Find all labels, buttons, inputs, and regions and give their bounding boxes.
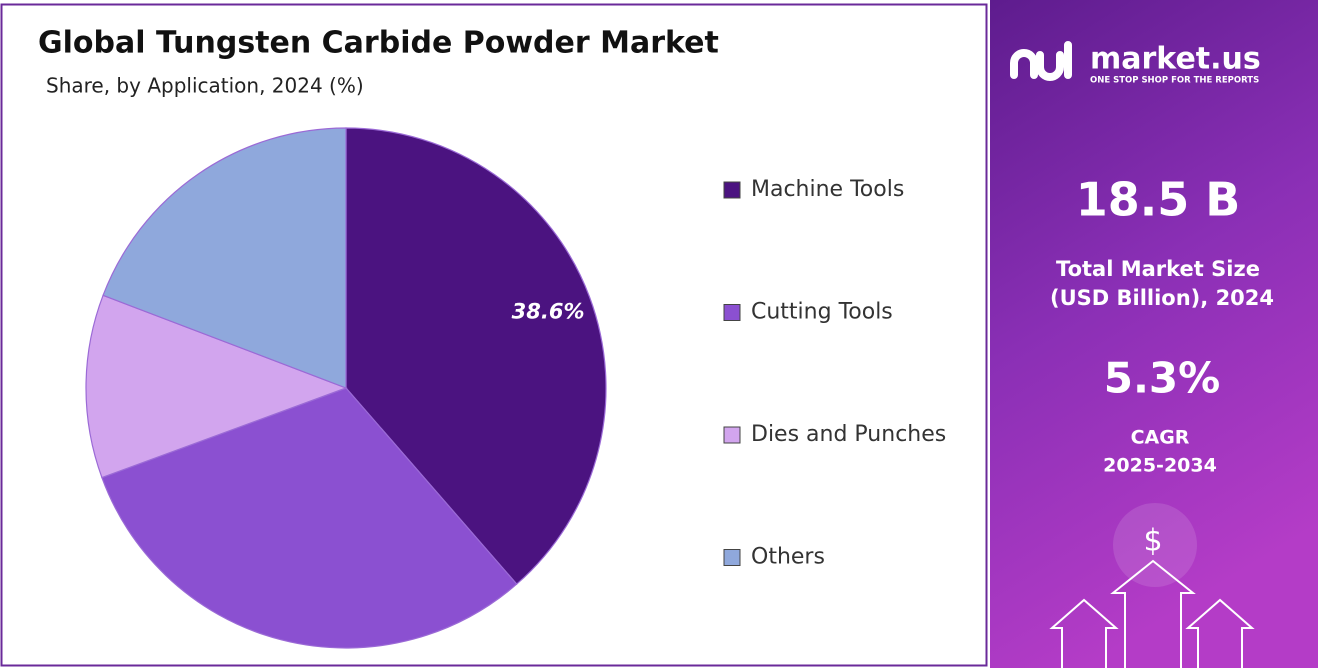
legend-label: Others bbox=[751, 545, 825, 570]
cagr-value: 5.3% bbox=[1104, 354, 1220, 403]
cagr-label: CAGR bbox=[1131, 427, 1190, 449]
legend-swatch bbox=[723, 426, 741, 444]
legend-label: Machine Tools bbox=[751, 177, 904, 202]
market-size: 18.5 B bbox=[1076, 173, 1241, 227]
chart-title: Global Tungsten Carbide Powder Market bbox=[38, 26, 719, 61]
legend-swatch bbox=[723, 304, 741, 321]
legend-swatch bbox=[723, 181, 741, 199]
market-size-label: (USD Billion), 2024 bbox=[1050, 286, 1274, 310]
pie-slice bbox=[101, 387, 518, 649]
pie: 38.6% bbox=[85, 127, 607, 649]
legend-swatch bbox=[723, 549, 741, 566]
icon-circle bbox=[1113, 503, 1197, 587]
data-label: 38.6% bbox=[512, 299, 585, 323]
brand-tagline: ONE STOP SHOP FOR THE REPORTS bbox=[1090, 76, 1259, 86]
pie-slice bbox=[345, 127, 607, 585]
pie-slice bbox=[85, 294, 348, 479]
cagr-label: 2025-2034 bbox=[1103, 455, 1217, 477]
legend-label: Dies and Punches bbox=[751, 422, 946, 447]
market-size-label: Total Market Size bbox=[1056, 257, 1260, 281]
brand-logo bbox=[1010, 41, 1072, 81]
pie-slice bbox=[102, 127, 347, 389]
legend-label: Cutting Tools bbox=[751, 300, 893, 325]
growth-arrows bbox=[1049, 559, 1255, 668]
brand-name: market.us bbox=[1090, 42, 1261, 77]
side-panel bbox=[990, 0, 1318, 668]
dollar-icon: $ bbox=[1143, 524, 1162, 559]
chart-subtitle: Share, by Application, 2024 (%) bbox=[46, 74, 364, 98]
legend: Machine Tools Cutting Tools Dies and Punch… bbox=[723, 177, 946, 570]
